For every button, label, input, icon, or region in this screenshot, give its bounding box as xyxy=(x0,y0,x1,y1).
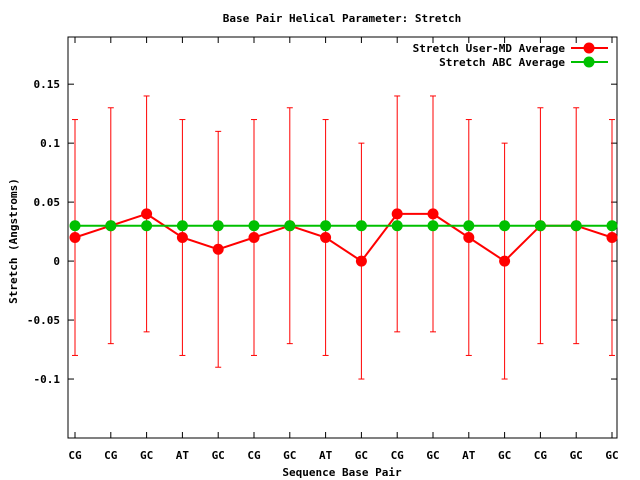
plot-frame xyxy=(67,36,618,439)
data-point-abc xyxy=(176,220,188,232)
data-point-user-md xyxy=(248,232,260,243)
data-point-user-md xyxy=(606,232,618,243)
data-point-abc xyxy=(248,220,260,232)
y-tick-label: 0.15 xyxy=(34,78,61,91)
data-point-user-md xyxy=(176,232,188,243)
data-point-abc xyxy=(284,220,296,232)
data-point-user-md xyxy=(141,208,153,220)
x-tick-label: GC xyxy=(498,449,511,462)
legend-marker-user-md xyxy=(583,42,595,54)
data-point-abc xyxy=(570,220,582,232)
data-point-abc xyxy=(499,220,511,232)
x-tick-label: CG xyxy=(247,449,261,462)
data-point-user-md xyxy=(391,208,403,220)
y-tick-label: 0.05 xyxy=(34,196,61,209)
x-tick-label: AT xyxy=(176,449,190,462)
data-point-abc xyxy=(391,220,403,232)
x-tick-label: GC xyxy=(570,449,583,462)
data-point-abc xyxy=(427,220,439,232)
data-point-user-md xyxy=(355,255,367,267)
series-line-user-md xyxy=(74,212,613,263)
x-axis-ticks: CG CG GC AT GC CG GC AT GC CG GC AT GC CG GC GC xyxy=(68,37,619,462)
data-point-abc xyxy=(69,220,81,232)
data-point-user-md xyxy=(463,232,475,243)
y-tick-label: -0.05 xyxy=(27,314,60,327)
data-point-user-md xyxy=(212,243,224,255)
data-point-abc xyxy=(212,220,224,232)
data-point-abc xyxy=(534,220,546,232)
x-tick-label: GC xyxy=(605,449,618,462)
x-tick-label: CG xyxy=(68,449,82,462)
legend-label-abc: Stretch ABC Average xyxy=(439,56,565,69)
data-point-user-md xyxy=(499,255,511,267)
x-tick-label: GC xyxy=(355,449,368,462)
legend-marker-abc xyxy=(583,56,595,68)
x-tick-label: GC xyxy=(426,449,439,462)
y-tick-label: 0 xyxy=(53,255,60,268)
chart-title: Base Pair Helical Parameter: Stretch xyxy=(223,12,461,25)
data-point-abc xyxy=(320,220,332,232)
y-tick-label: -0.1 xyxy=(34,373,61,386)
y-axis-ticks: -0.1 -0.05 0 0.05 0.1 0.15 xyxy=(27,78,617,386)
x-tick-label: AT xyxy=(319,449,333,462)
legend-label-user-md: Stretch User-MD Average xyxy=(413,42,566,55)
data-point-abc xyxy=(606,220,618,232)
x-tick-label: GC xyxy=(140,449,153,462)
x-tick-label: GC xyxy=(212,449,225,462)
legend: Stretch User-MD Average Stretch ABC Aver… xyxy=(413,42,608,69)
x-tick-label: CG xyxy=(104,449,118,462)
data-point-abc xyxy=(105,220,117,232)
data-point-abc xyxy=(355,220,367,232)
x-tick-label: CG xyxy=(534,449,548,462)
x-axis-label: Sequence Base Pair xyxy=(282,466,402,479)
data-point-user-md xyxy=(320,232,332,243)
y-axis-label: Stretch (Angstroms) xyxy=(7,178,20,304)
series-layer xyxy=(69,95,618,380)
y-tick-label: 0.1 xyxy=(40,137,60,150)
x-tick-label: GC xyxy=(283,449,296,462)
data-point-user-md xyxy=(69,232,81,243)
data-point-abc xyxy=(463,220,475,232)
x-tick-label: CG xyxy=(391,449,405,462)
x-tick-label: AT xyxy=(462,449,476,462)
data-point-user-md xyxy=(427,208,439,220)
data-point-abc xyxy=(141,220,153,232)
